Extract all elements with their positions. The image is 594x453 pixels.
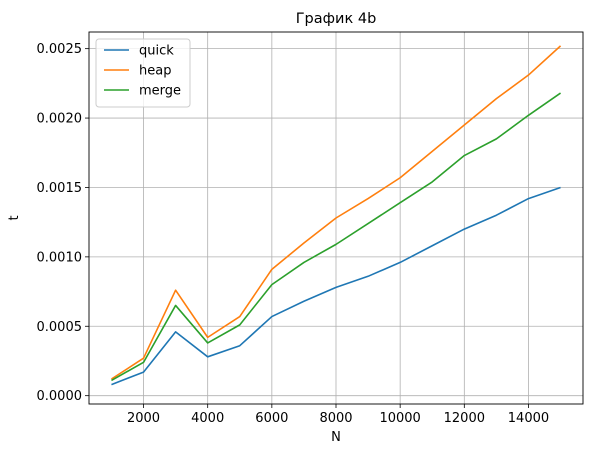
x-tick-label: 4000 <box>191 411 224 426</box>
y-tick-label: 0.0020 <box>37 112 83 127</box>
x-tick-label: 8000 <box>319 411 352 426</box>
x-tick-label: 14000 <box>508 411 549 426</box>
y-axis-label: t <box>7 215 22 220</box>
legend-label-quick: quick <box>139 44 174 59</box>
y-axis: 0.0000 0.0005 0.0010 0.0015 0.0020 0.0025 <box>37 42 89 404</box>
grid <box>89 32 583 404</box>
legend-label-heap: heap <box>139 64 171 79</box>
x-axis-label: N <box>331 430 341 445</box>
x-axis: 2000 4000 6000 8000 10000 12000 14000 <box>127 404 549 426</box>
y-tick-label: 0.0025 <box>37 42 83 57</box>
x-tick-label: 6000 <box>255 411 288 426</box>
chart-title: График 4b <box>296 11 377 27</box>
x-tick-label: 2000 <box>127 411 160 426</box>
y-tick-label: 0.0015 <box>37 181 83 196</box>
legend: quick heap merge <box>95 38 191 108</box>
series-line-merge <box>111 92 562 382</box>
x-tick-label: 10000 <box>379 411 420 426</box>
y-tick-label: 0.0010 <box>37 250 83 265</box>
series-lines <box>111 45 562 386</box>
series-line-heap <box>111 45 562 380</box>
legend-label-merge: merge <box>139 84 181 99</box>
series-line-quick <box>111 186 561 386</box>
x-tick-label: 12000 <box>444 411 485 426</box>
y-tick-label: 0.0000 <box>37 389 83 404</box>
y-tick-label: 0.0005 <box>37 320 83 335</box>
